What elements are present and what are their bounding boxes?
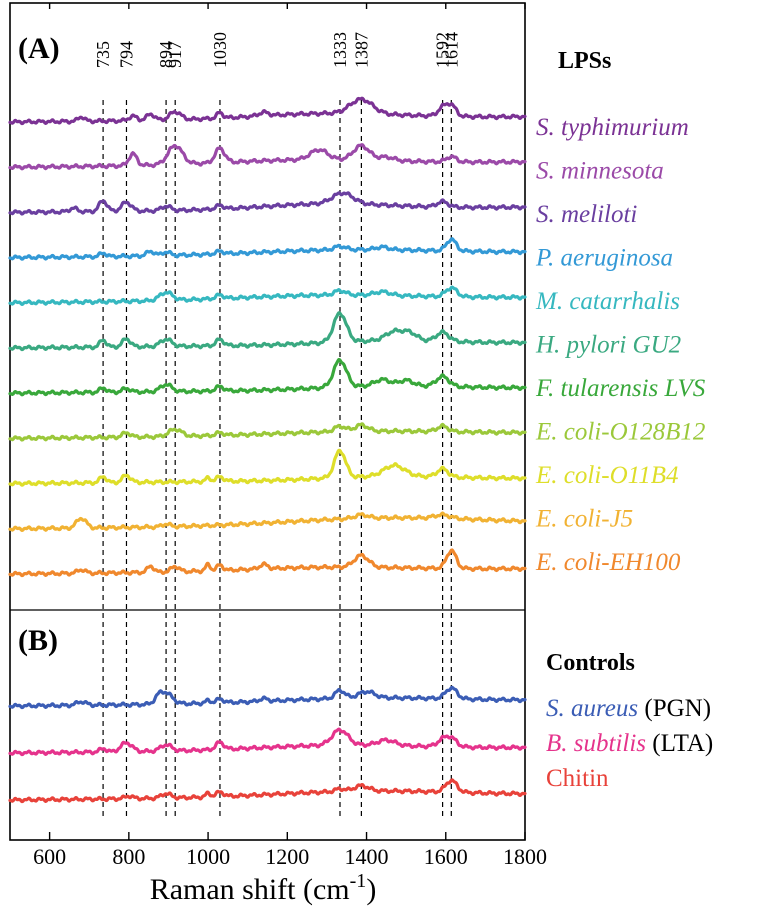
x-axis-ticks: 600 800 1000 1200 1400 1600 1800 bbox=[33, 3, 547, 869]
peak-label-1592: 1592 bbox=[433, 32, 453, 68]
series-name: S. typhimurium bbox=[536, 114, 689, 141]
peak-label-1030: 1030 bbox=[210, 32, 230, 68]
lpss-group-title: LPSs bbox=[558, 48, 611, 74]
series-name: H. pylori GU2 bbox=[535, 332, 681, 359]
x-axis-label-superscript: -1 bbox=[350, 870, 367, 892]
peak-label-1333: 1333 bbox=[330, 32, 350, 68]
spectrum-e-coli-eh100 bbox=[8, 548, 527, 578]
series-name: S. meliloti bbox=[536, 201, 637, 228]
x-tick-label-1600: 1600 bbox=[424, 844, 468, 869]
x-tick-label-1800: 1800 bbox=[503, 844, 547, 869]
series-name: E. coli-O128B12 bbox=[535, 419, 705, 446]
series-name: S. minnesota bbox=[536, 158, 664, 185]
series-label-e-coli-j5: E. coli-J5 bbox=[535, 506, 633, 533]
x-tick-label-1200: 1200 bbox=[265, 844, 309, 869]
series-label-e-coli-o11b4: E. coli-O11B4 bbox=[535, 462, 679, 489]
spectrum-s-typhimurium bbox=[8, 96, 527, 126]
spectrum-p-aeruginosa bbox=[8, 237, 527, 261]
series-label-chitin: Chitin bbox=[546, 765, 609, 792]
spectrum-e-coli-j5 bbox=[8, 511, 527, 532]
series-name: E. coli-J5 bbox=[535, 506, 633, 533]
peak-label-1387: 1387 bbox=[351, 32, 371, 68]
peak-label-894: 894 bbox=[156, 41, 176, 68]
panel-b-label: (B) bbox=[18, 624, 58, 657]
series-label-h-pylori-gu2: H. pylori GU2 bbox=[535, 332, 681, 359]
spectrum-e-coli-o11b4 bbox=[8, 448, 527, 487]
peak-label-1614: 1614 bbox=[441, 32, 461, 68]
spectrum-m-catarrhalis bbox=[8, 285, 527, 306]
series-name: B. subtilis bbox=[546, 730, 646, 757]
series-label-e-coli-eh100: E. coli-EH100 bbox=[535, 549, 681, 576]
series-label-p-aeruginosa: P. aeruginosa bbox=[535, 245, 673, 272]
spectrum-traces bbox=[8, 96, 527, 804]
spectrum-chitin bbox=[8, 778, 527, 804]
panel-a-label: (A) bbox=[18, 32, 60, 65]
spectrum-s-meliloti bbox=[8, 191, 527, 216]
series-label-m-catarrhalis: M. catarrhalis bbox=[535, 288, 680, 315]
series-label-s-minnesota: S. minnesota bbox=[536, 158, 664, 185]
series-name: M. catarrhalis bbox=[535, 288, 680, 315]
series-name: S. aureus bbox=[546, 695, 638, 722]
series-name: E. coli-EH100 bbox=[535, 549, 681, 576]
series-label-s-aureus: S. aureus (PGN) bbox=[546, 695, 711, 722]
x-axis-label: Raman shift (cm-1) bbox=[150, 870, 377, 906]
x-tick-label-600: 600 bbox=[33, 844, 66, 869]
spectrum-s-aureus bbox=[8, 685, 527, 710]
peak-label-735: 735 bbox=[93, 41, 113, 68]
x-tick-label-800: 800 bbox=[112, 844, 145, 869]
series-suffix: (PGN) bbox=[638, 695, 711, 722]
spectrum-f-tularensis-lvs bbox=[8, 358, 527, 397]
series-name: F. tularensis LVS bbox=[535, 375, 706, 402]
spectrum-h-pylori-gu2 bbox=[8, 311, 527, 352]
peak-label-917: 917 bbox=[165, 41, 185, 68]
series-name: E. coli-O11B4 bbox=[535, 462, 679, 489]
x-axis-label-text: Raman shift (cm bbox=[150, 873, 350, 906]
spectrum-b-subtilis bbox=[8, 727, 527, 757]
series-label-e-coli-o128b12: E. coli-O128B12 bbox=[535, 419, 705, 446]
series-label-f-tularensis-lvs: F. tularensis LVS bbox=[535, 375, 706, 402]
series-label-s-meliloti: S. meliloti bbox=[536, 201, 637, 228]
series-name: P. aeruginosa bbox=[535, 245, 673, 272]
x-tick-label-1000: 1000 bbox=[186, 844, 230, 869]
series-label-b-subtilis: B. subtilis (LTA) bbox=[546, 730, 713, 757]
x-axis-label-end: ) bbox=[366, 873, 376, 906]
reference-peak-lines bbox=[102, 100, 452, 820]
series-label-s-typhimurium: S. typhimurium bbox=[536, 114, 689, 141]
peak-label-794: 794 bbox=[116, 41, 136, 68]
controls-group-title: Controls bbox=[546, 650, 635, 676]
series-name: Chitin bbox=[546, 765, 609, 792]
x-tick-label-1400: 1400 bbox=[345, 844, 389, 869]
spectrum-e-coli-o128b12 bbox=[8, 422, 527, 442]
plot-frame bbox=[9, 2, 526, 841]
series-suffix: (LTA) bbox=[646, 730, 713, 757]
series-labels: S. typhimurium S. minnesota S. meliloti P. … bbox=[535, 114, 713, 792]
spectrum-s-minnesota bbox=[8, 143, 527, 171]
